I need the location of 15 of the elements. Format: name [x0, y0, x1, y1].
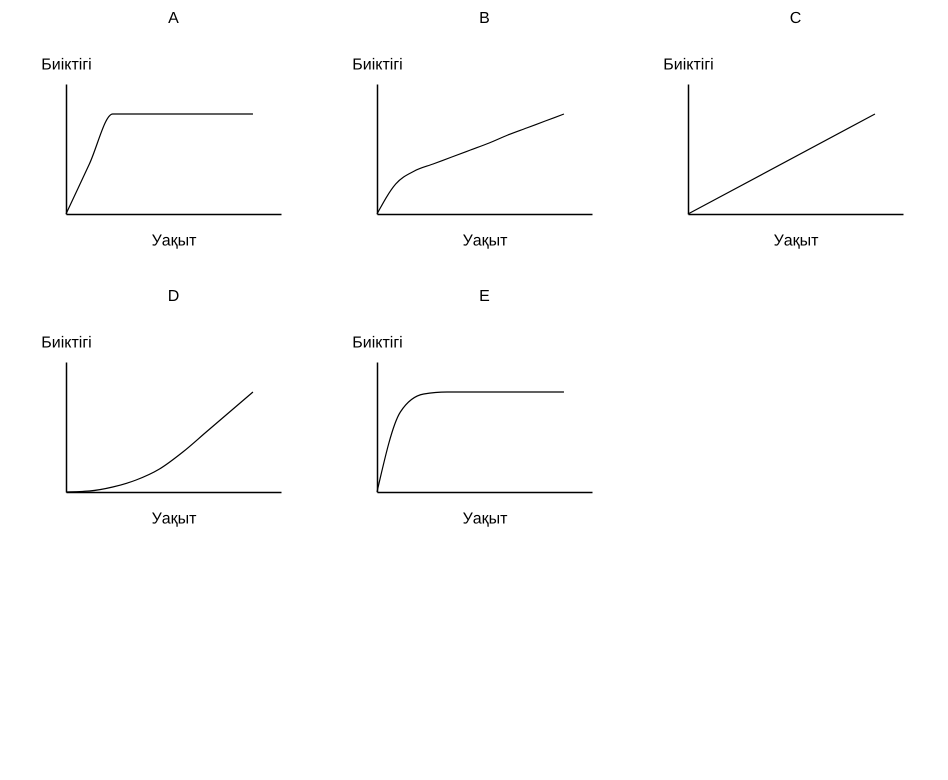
chart-title: C — [790, 10, 802, 27]
y-axis-title: Биіктігі — [352, 56, 403, 74]
y-axis-title: Биіктігі — [352, 334, 403, 352]
x-axis-title: Уақыт — [462, 232, 508, 250]
x-axis-title: Уақыт — [152, 232, 198, 250]
y-axis-title: Биіктігі — [41, 334, 92, 352]
x-axis-title: Уақыт — [462, 510, 508, 528]
chart-title: A — [168, 10, 180, 27]
chart-title: D — [168, 288, 180, 305]
x-axis-title: Уақыт — [152, 510, 198, 528]
y-axis-title: Биіктігі — [41, 56, 92, 74]
y-axis-title: Биіктігі — [663, 56, 714, 74]
x-axis-title: Уақыт — [774, 232, 820, 250]
chart-title: E — [479, 288, 490, 305]
chart-title: B — [479, 10, 490, 27]
